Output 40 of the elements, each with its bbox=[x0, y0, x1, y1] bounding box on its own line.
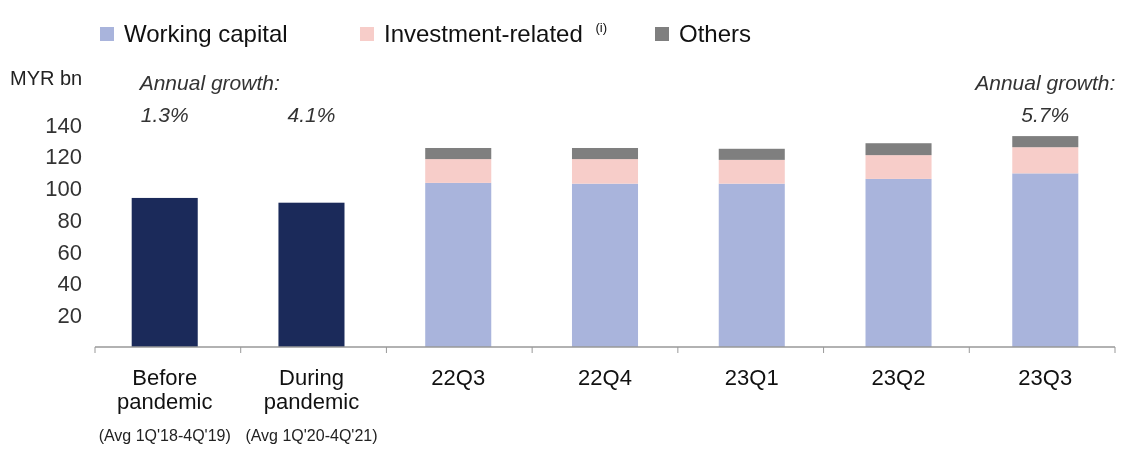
x-tick-label: 23Q3 bbox=[1018, 365, 1073, 390]
annotation: 1.3% bbox=[140, 103, 189, 126]
legend-label: Others bbox=[679, 20, 752, 47]
bar bbox=[278, 202, 345, 347]
y-axis-title: MYR bn bbox=[10, 67, 83, 89]
y-tick-label: 100 bbox=[45, 176, 82, 202]
legend-label: Investment-related $^{(i)}$ bbox=[384, 19, 608, 47]
y-tick-label: 120 bbox=[45, 144, 82, 170]
x-tick-label: 22Q3 bbox=[431, 365, 486, 390]
y-tick-label: 20 bbox=[57, 302, 82, 328]
bar bbox=[865, 143, 932, 156]
bar bbox=[718, 159, 785, 184]
text: Annual growth: bbox=[137, 71, 280, 94]
x-tick-label: 23Q2 bbox=[871, 365, 926, 390]
legend-label: Working capital bbox=[124, 20, 288, 47]
annotation: 4.1% bbox=[287, 103, 336, 126]
annotation: 5.7% bbox=[1021, 103, 1070, 126]
bar bbox=[1012, 147, 1079, 174]
bar bbox=[1012, 173, 1079, 347]
bar bbox=[571, 183, 639, 347]
bar bbox=[865, 155, 932, 179]
y-tick-label: 80 bbox=[57, 207, 82, 233]
bar bbox=[425, 159, 492, 183]
bar bbox=[131, 197, 198, 347]
bar bbox=[571, 159, 639, 184]
x-tick-label: Before pandemic (Avg 1Q'18-4Q'19) bbox=[98, 365, 231, 444]
bar bbox=[718, 148, 785, 160]
x-tick-label: 23Q1 bbox=[724, 365, 779, 390]
bar bbox=[718, 183, 785, 347]
x-tick-label: During pandemic (Avg 1Q'20-4Q'21) bbox=[245, 365, 378, 444]
text: Annual growth: bbox=[973, 71, 1116, 94]
bar bbox=[425, 147, 492, 160]
bar bbox=[865, 178, 932, 347]
y-tick-label: 40 bbox=[57, 271, 82, 297]
x-tick-label: 22Q4 bbox=[578, 365, 632, 390]
y-tick-label: 60 bbox=[57, 239, 82, 265]
bar bbox=[571, 147, 639, 160]
y-tick-label: 140 bbox=[45, 112, 82, 138]
bar bbox=[1012, 136, 1079, 148]
bar bbox=[425, 182, 492, 347]
